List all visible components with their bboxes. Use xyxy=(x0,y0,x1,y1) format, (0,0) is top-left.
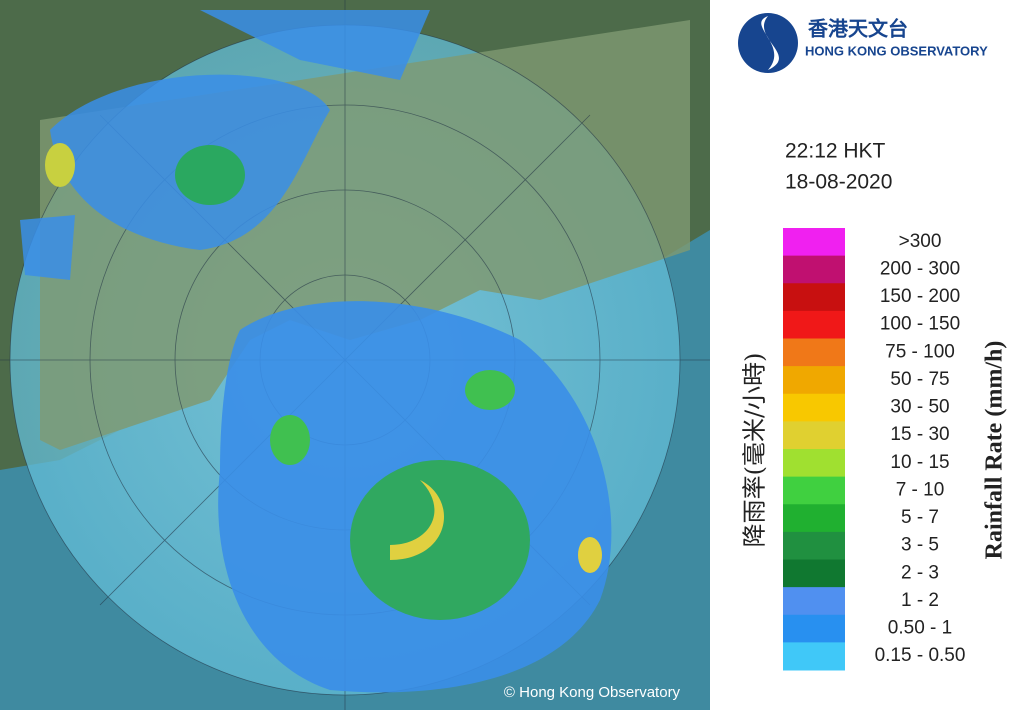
time: 22:12 HKT xyxy=(785,140,886,163)
legend-label: 150 - 200 xyxy=(880,286,960,307)
legend-swatch xyxy=(783,393,845,422)
legend-label: 1 - 2 xyxy=(901,590,939,611)
legend-label: 0.15 - 0.50 xyxy=(875,645,966,666)
legend-label: >300 xyxy=(899,231,942,252)
legend-swatch xyxy=(783,559,845,588)
logo: 香港天文台 HONG KONG OBSERVATORY xyxy=(738,13,988,73)
legend-swatch xyxy=(783,338,845,367)
legend-swatch xyxy=(783,421,845,450)
legend-swatch xyxy=(783,531,845,560)
legend-label: 100 - 150 xyxy=(880,314,960,335)
legend-swatch xyxy=(783,310,845,339)
legend-label: 0.50 - 1 xyxy=(888,618,952,639)
date: 18-08-2020 xyxy=(785,171,892,194)
legend-swatch xyxy=(783,283,845,312)
legend-swatch xyxy=(783,476,845,505)
legend-label: 7 - 10 xyxy=(896,479,945,500)
copyright: © Hong Kong Observatory xyxy=(504,684,681,701)
legend-label: 15 - 30 xyxy=(890,424,949,445)
legend-label: 2 - 3 xyxy=(901,562,939,583)
legend-label: 50 - 75 xyxy=(890,369,949,390)
logo-chinese: 香港天文台 xyxy=(808,16,908,40)
legend-title-english: Rainfall Rate (mm/h) xyxy=(982,341,1008,560)
legend-swatch xyxy=(783,614,845,643)
legend-label: 10 - 15 xyxy=(890,452,949,473)
legend-label: 200 - 300 xyxy=(880,258,960,279)
legend-label: 5 - 7 xyxy=(901,507,939,528)
legend-swatch xyxy=(783,366,845,395)
legend-swatch xyxy=(783,504,845,533)
legend-label: 3 - 5 xyxy=(901,535,939,556)
legend-swatch xyxy=(783,228,845,257)
legend-swatch xyxy=(783,642,845,671)
legend-swatch xyxy=(783,587,845,616)
legend: >300 200 - 300 150 - 200 100 - 150 75 - 100 5… xyxy=(783,228,965,671)
rain-echoes xyxy=(20,10,612,693)
legend-title-chinese: 降雨率(毫米/小時) xyxy=(741,353,769,548)
logo-english: HONG KONG OBSERVATORY xyxy=(805,43,988,58)
legend-label: 30 - 50 xyxy=(890,397,949,418)
legend-label: 75 - 100 xyxy=(885,341,955,362)
legend-swatch xyxy=(783,449,845,478)
radar-map: © Hong Kong Observatory xyxy=(0,0,710,710)
legend-swatch xyxy=(783,255,845,284)
